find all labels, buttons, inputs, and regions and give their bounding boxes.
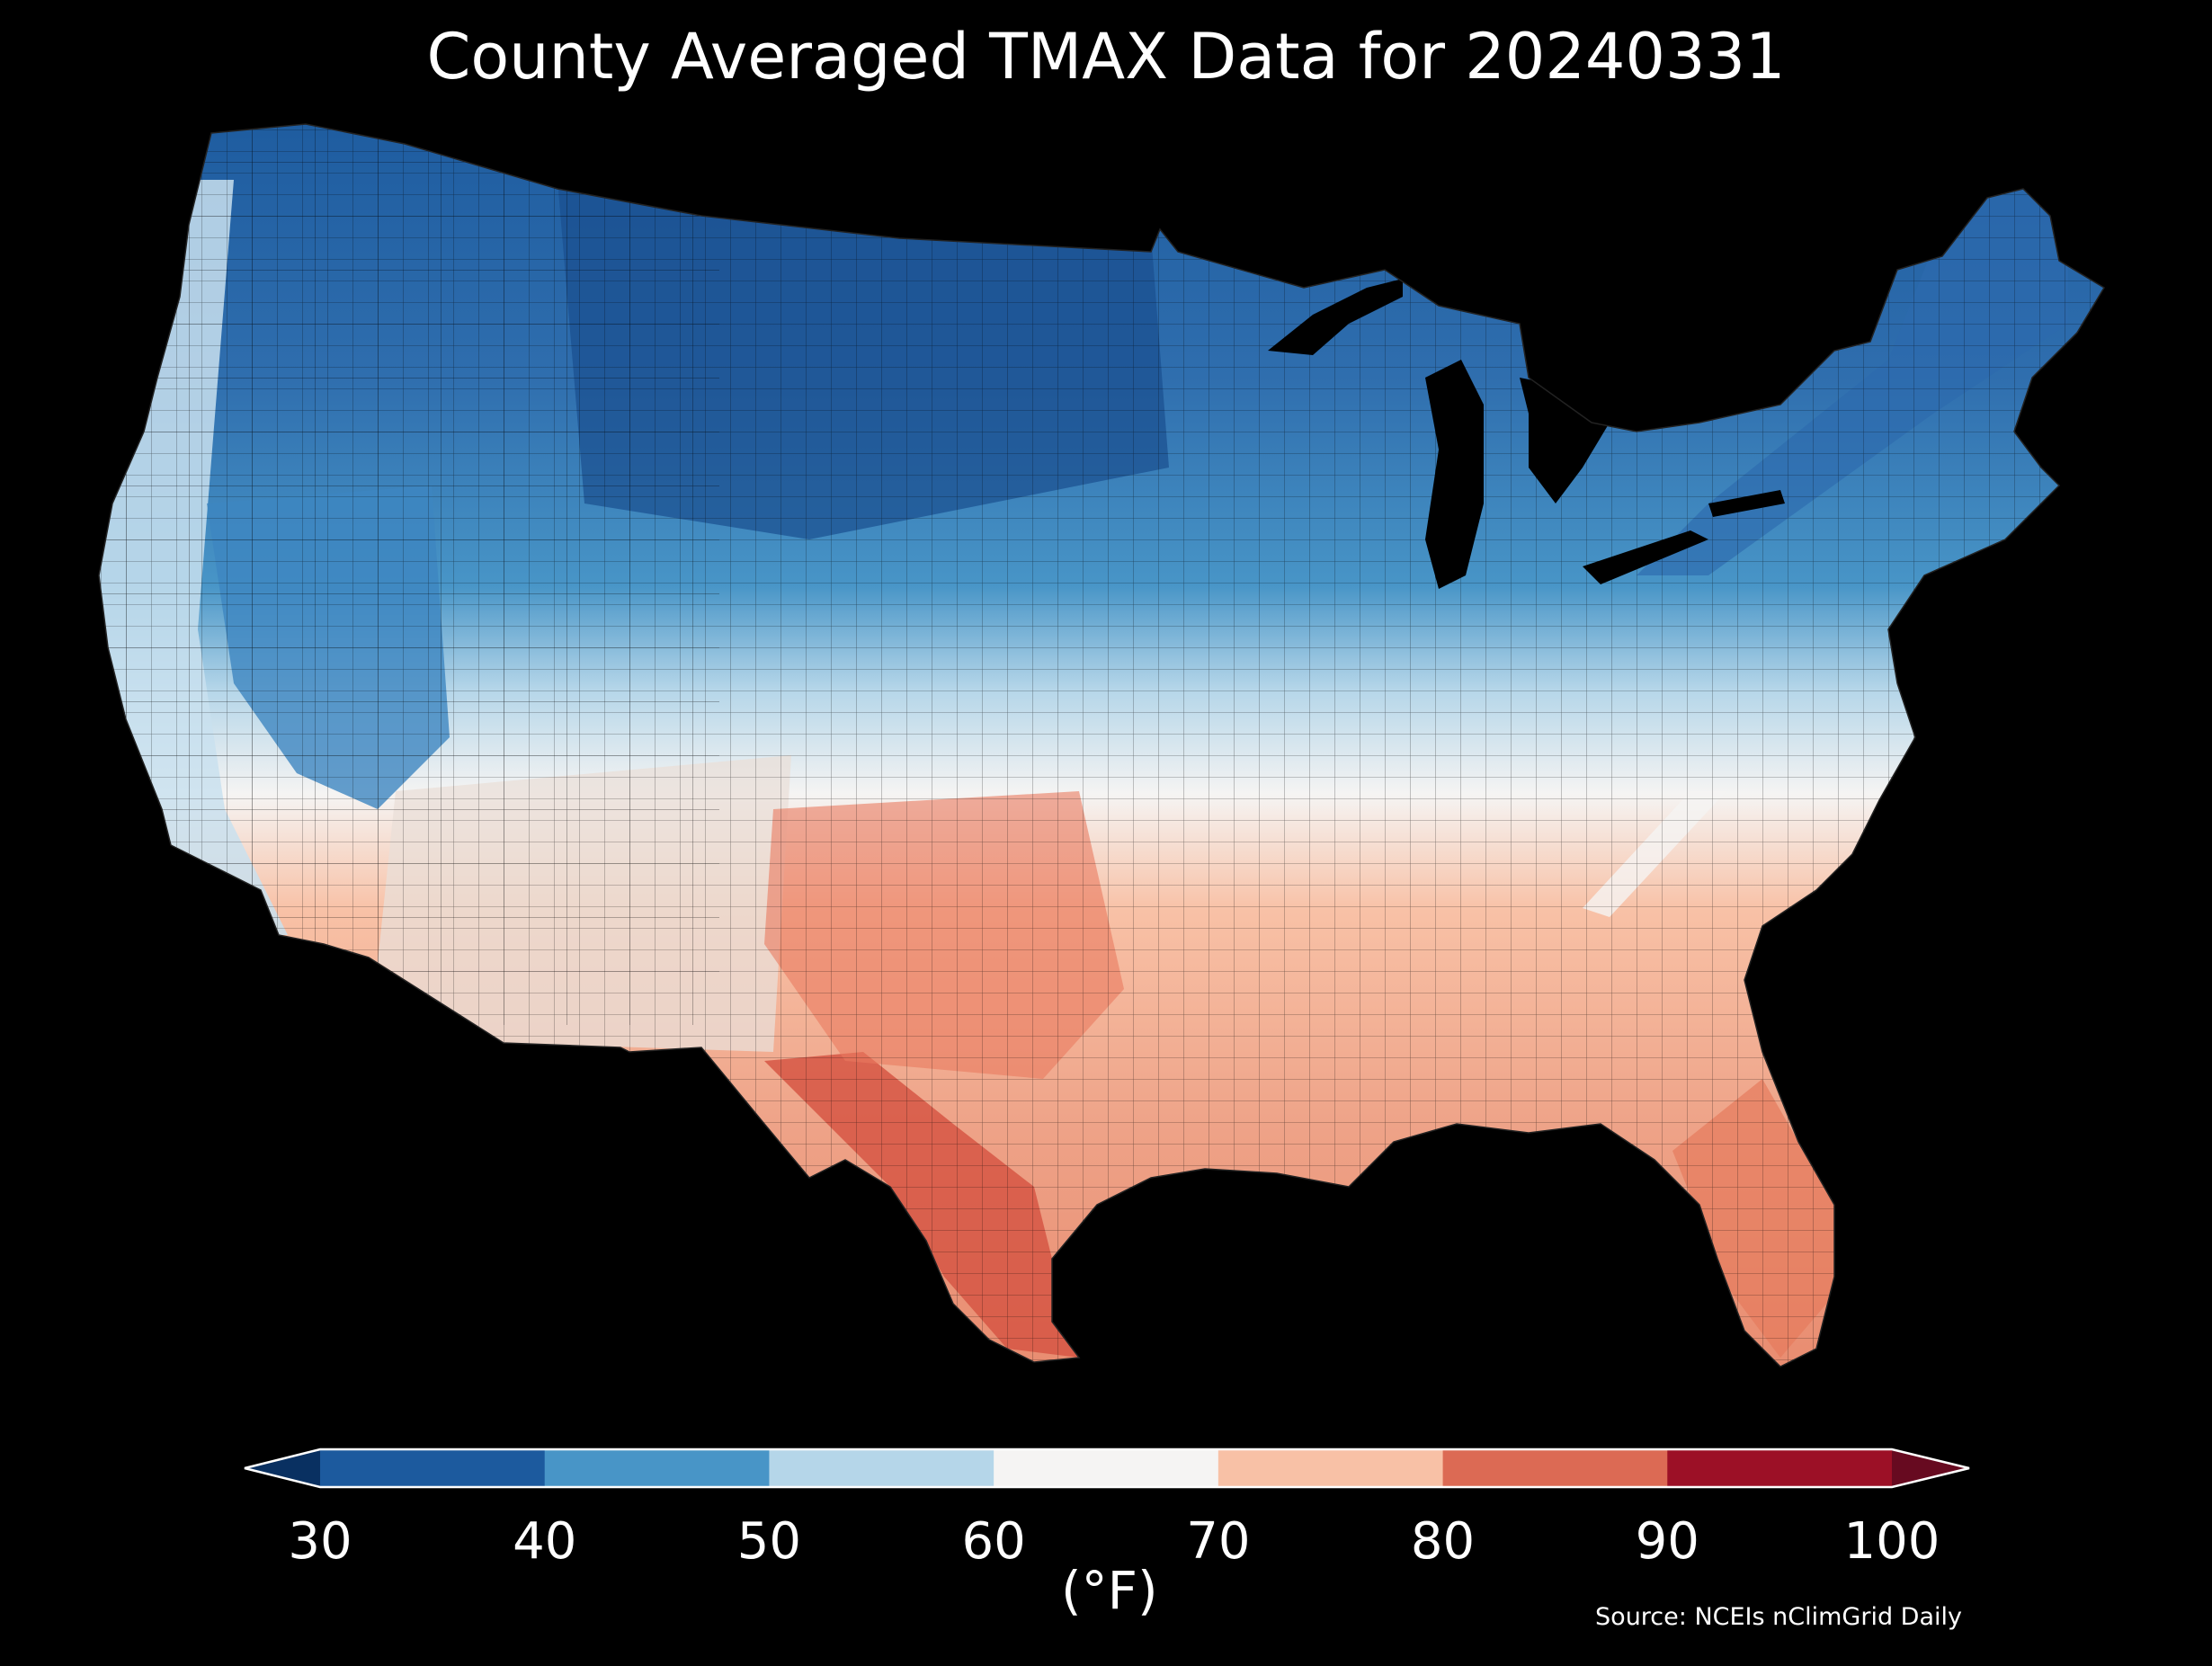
colorbar-tick-label: 30: [288, 1512, 352, 1571]
colorbar-tick-label: 80: [1410, 1512, 1476, 1571]
colorbar-bins: [320, 1449, 1893, 1487]
lake-michigan: [1425, 360, 1484, 589]
source-note: Source: NCEIs nClimGrid Daily: [1595, 1603, 1962, 1631]
us-outline: [98, 123, 2106, 1368]
colorbar-tick-label: 40: [513, 1512, 577, 1571]
colorbar-bin-90-100: [1667, 1449, 1893, 1487]
colorbar-over-triangle: [1892, 1449, 1969, 1487]
colorbar-tick-label: 50: [736, 1512, 802, 1571]
colorbar-bin-30-40: [320, 1449, 546, 1487]
colorbar-bin-60-70: [994, 1449, 1219, 1487]
colorbar-bin-80-90: [1442, 1449, 1668, 1487]
colorbar-bin-50-60: [769, 1449, 995, 1487]
lake-ontario: [1708, 490, 1785, 517]
colorbar-bin-40-50: [544, 1449, 770, 1487]
colorbar-bin-70-80: [1217, 1449, 1444, 1487]
colorbar-unit-label: (°F): [1061, 1560, 1158, 1621]
map-title: County Averaged TMAX Data for 20240331: [426, 20, 1786, 94]
lake-superior: [1268, 279, 1403, 355]
colorbar-tick-label: 60: [961, 1512, 1026, 1571]
lake-erie: [1583, 530, 1708, 584]
colorbar-tick-label: 70: [1186, 1512, 1251, 1571]
colorbar-outline: [244, 1448, 1970, 1489]
colorbar-tick-label: 100: [1843, 1512, 1940, 1571]
colorbar-tick-label: 90: [1635, 1512, 1699, 1571]
lake-huron: [1520, 378, 1610, 503]
colorbar-under-triangle: [245, 1449, 320, 1487]
